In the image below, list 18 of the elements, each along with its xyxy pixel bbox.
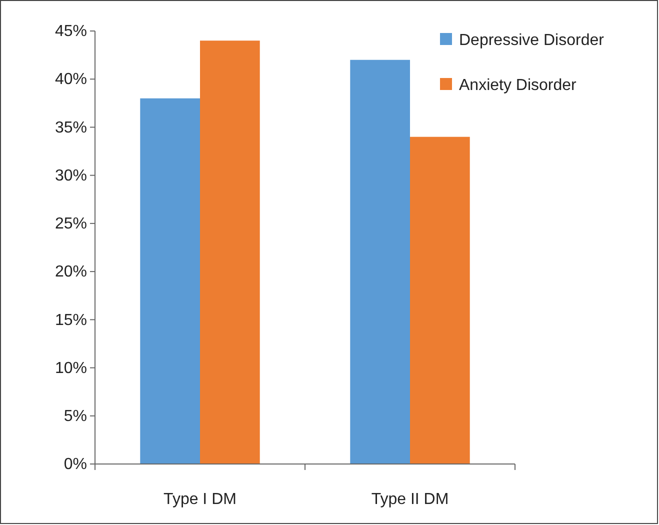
legend-label: Anxiety Disorder: [459, 77, 578, 94]
y-tick-label: 5%: [64, 408, 87, 426]
y-tick-label: 45%: [54, 23, 87, 40]
bar: [350, 60, 410, 464]
y-tick-label: 30%: [54, 167, 87, 184]
bar: [200, 40, 260, 464]
y-tick-label: 40%: [54, 71, 87, 88]
y-tick-label: 10%: [54, 360, 87, 377]
y-tick-label: 0%: [64, 456, 87, 474]
y-tick-label: 25%: [54, 216, 87, 233]
x-tick-label: Type II DM: [371, 491, 449, 508]
bar: [410, 136, 470, 464]
y-tick-label: 35%: [54, 119, 87, 136]
legend-label: Depressive Disorder: [459, 32, 605, 49]
y-tick-label: 15%: [54, 312, 87, 329]
bar: [140, 98, 200, 464]
y-tick-label: 20%: [54, 264, 87, 281]
x-tick-label: Type I DM: [164, 491, 236, 508]
